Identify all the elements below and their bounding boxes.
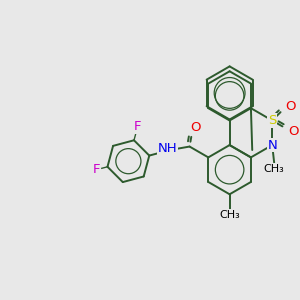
Text: CH₃: CH₃ (219, 210, 240, 220)
Text: O: O (190, 121, 200, 134)
Text: O: O (285, 100, 296, 112)
Text: NH: NH (158, 142, 177, 154)
Text: F: F (92, 163, 100, 176)
Text: CH₃: CH₃ (264, 164, 285, 174)
Text: F: F (133, 120, 141, 134)
Text: O: O (288, 125, 299, 138)
Text: N: N (267, 139, 277, 152)
Text: S: S (268, 114, 276, 127)
